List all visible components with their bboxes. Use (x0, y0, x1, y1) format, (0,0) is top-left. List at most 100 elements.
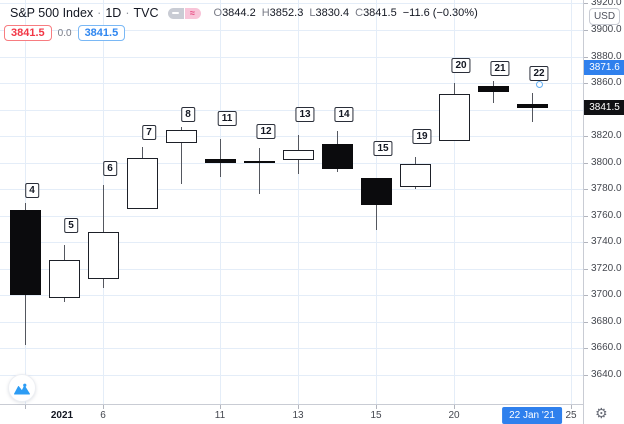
price-tick-label: 3700.0 (591, 289, 622, 301)
price-tick-mark (584, 215, 588, 217)
time-axis[interactable]: 22 Jan '21 2021 6 11 13 15 20 25 (0, 404, 624, 424)
price-tick-mark (584, 56, 588, 58)
price-tick-label: 3640.0 (591, 368, 622, 380)
time-tick-mark (103, 405, 104, 409)
candle-body-day-4[interactable] (9, 209, 41, 295)
vertical-gridline (571, 0, 572, 404)
candle-body-day-22[interactable] (516, 104, 548, 108)
time-tick-mark (220, 405, 221, 409)
day-number-label: 13 (295, 106, 315, 122)
candle-body-day-14[interactable] (321, 144, 353, 169)
vertical-gridline (454, 0, 455, 404)
day-number-label: 8 (181, 107, 195, 123)
time-tick-label: 20 (448, 410, 460, 421)
time-tick-label: 13 (292, 410, 304, 421)
buy-price-button[interactable]: 3841.5 (77, 25, 126, 41)
price-tick-label: 3900.0 (591, 23, 622, 35)
time-tick-label: 2021 (50, 410, 74, 421)
day-number-label: 12 (256, 124, 276, 140)
candle-body-day-13[interactable] (282, 149, 314, 160)
candle-body-day-19[interactable] (399, 164, 431, 187)
time-tick-mark (571, 405, 572, 409)
highlighted-date-label: 22 Jan '21 (502, 407, 562, 424)
horizontal-gridline (0, 109, 583, 111)
open-value: 3844.2 (222, 7, 256, 19)
horizontal-gridline (0, 29, 583, 31)
horizontal-gridline (0, 348, 583, 350)
vertical-gridline (298, 0, 299, 404)
time-tick-label: 6 (100, 410, 106, 421)
flag-symbol-icon[interactable]: ≈ (184, 7, 201, 19)
chart-plot-area[interactable]: 4 5 6 7 8 11 12 13 14 15 19 20 21 22 (0, 0, 583, 404)
price-tick-mark (584, 136, 588, 138)
day-number-label: 7 (142, 125, 156, 141)
horizontal-gridline (0, 83, 583, 85)
candle-body-day-6[interactable] (87, 231, 119, 280)
price-axis[interactable]: USD ⚙ 3920.0 3900.0 3880.0 3860.0 3820.0 3800… (583, 0, 624, 424)
high-label: H (261, 7, 270, 19)
price-tick-label: 3860.0 (591, 77, 622, 89)
candle-body-day-11[interactable] (204, 158, 236, 164)
sell-price-button[interactable]: 3841.5 (4, 25, 52, 41)
day-number-label: 15 (373, 140, 393, 156)
horizontal-gridline (0, 162, 583, 164)
price-tick-label: 3760.0 (591, 209, 622, 221)
low-value: 3830.4 (315, 7, 350, 19)
candle-body-day-12[interactable] (243, 160, 275, 163)
price-tick-label: 3680.0 (591, 315, 622, 327)
time-tick-label: 25 (565, 410, 577, 421)
symbol-legend: S&P 500 Index · 1D · TVC ≈ O3844.2 H3852.3 L38… (10, 6, 478, 20)
tradingview-logo-button[interactable] (8, 374, 36, 402)
symbol-title[interactable]: S&P 500 Index · 1D · TVC (10, 6, 159, 20)
candle-wick (531, 93, 533, 123)
chart-settings-gear-icon[interactable]: ⚙ (595, 405, 608, 421)
day-number-label: 21 (490, 61, 510, 77)
day-number-label: 6 (103, 161, 117, 177)
mountain-logo-icon (14, 383, 30, 394)
spread-value: 0.0 (57, 27, 72, 39)
horizontal-gridline (0, 215, 583, 217)
vertical-gridline (25, 0, 26, 404)
time-tick-mark (454, 405, 455, 409)
candle-wick (258, 148, 260, 194)
price-tick-label: 3720.0 (591, 262, 622, 274)
candle-body-day-5[interactable] (48, 259, 80, 298)
candle-body-day-20[interactable] (438, 93, 470, 142)
price-tick-mark (584, 295, 588, 297)
candle-body-day-8[interactable] (165, 129, 197, 143)
separator-dot: · (125, 6, 130, 20)
ohlc-readout: O3844.2 H3852.3 L3830.4 C3841.5 −11.6 (−0.30… (214, 7, 478, 19)
price-tick-mark (584, 268, 588, 270)
price-tick-mark (584, 321, 588, 323)
day-number-label: 11 (217, 110, 237, 126)
legend-toggles: ≈ (167, 7, 201, 19)
day-number-label: 5 (64, 218, 78, 234)
price-tick-label: 3780.0 (591, 183, 622, 195)
price-tick-label: 3740.0 (591, 236, 622, 248)
horizontal-gridline (0, 242, 583, 244)
horizontal-gridline (0, 3, 583, 5)
horizontal-gridline (0, 268, 583, 270)
change-value: −11.6 (−0.30%) (402, 7, 478, 19)
time-tick-mark (376, 405, 377, 409)
hide-symbol-icon[interactable] (167, 7, 184, 19)
currency-usd-button[interactable]: USD (589, 8, 620, 25)
price-tick-mark (584, 242, 588, 244)
price-tick-label: 3660.0 (591, 342, 622, 354)
candle-wick (219, 138, 221, 178)
day-number-label: 22 (529, 66, 549, 82)
candle-body-day-21[interactable] (477, 86, 509, 93)
symbol-name: S&P 500 Index (10, 6, 94, 20)
candle-body-day-7[interactable] (126, 157, 158, 210)
candle-body-day-15[interactable] (360, 177, 392, 205)
close-value: 3841.5 (363, 7, 397, 19)
horizontal-gridline (0, 56, 583, 58)
price-tick-mark (584, 374, 588, 376)
marker-dot (536, 81, 543, 89)
low-label: L (309, 7, 316, 19)
price-tick-mark (584, 189, 588, 191)
price-tick-label: 3820.0 (591, 130, 622, 142)
high-value: 3852.3 (269, 7, 304, 19)
time-tick-mark (298, 405, 299, 409)
minus-icon (172, 12, 179, 14)
